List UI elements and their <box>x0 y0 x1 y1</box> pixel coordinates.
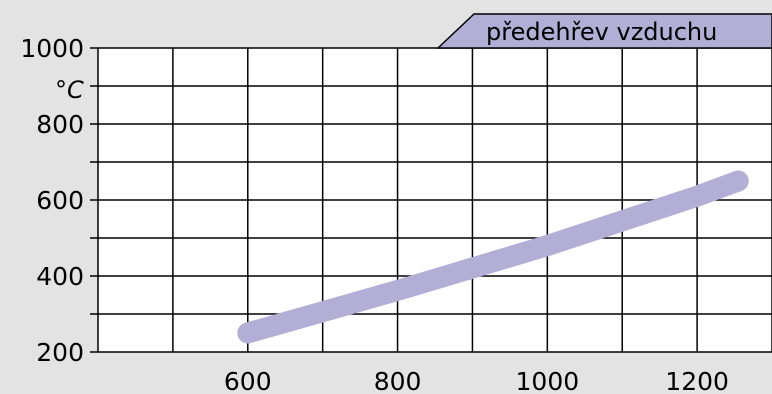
x-tick-label: 1200 <box>665 367 729 394</box>
y-axis-ticks: 200 400 600 800 1000 <box>20 34 84 367</box>
y-tick-label: 1000 <box>20 34 84 63</box>
series-line <box>237 170 749 344</box>
legend-tag <box>436 13 772 49</box>
y-axis-unit: °C <box>55 76 84 104</box>
x-tick-label: 600 <box>224 367 272 394</box>
series-layer <box>237 170 749 344</box>
legend: předehřev vzduchu <box>436 13 772 49</box>
y-tick-label: 600 <box>36 186 84 215</box>
legend-label: předehřev vzduchu <box>486 18 717 46</box>
y-tick-label: 800 <box>36 110 84 139</box>
x-axis-ticks: 600 800 1000 1200 <box>224 367 729 394</box>
x-tick-label: 1000 <box>516 367 580 394</box>
x-tick-label: 800 <box>374 367 422 394</box>
y-tick-label: 400 <box>36 262 84 291</box>
y-tick-label: 200 <box>36 338 84 367</box>
